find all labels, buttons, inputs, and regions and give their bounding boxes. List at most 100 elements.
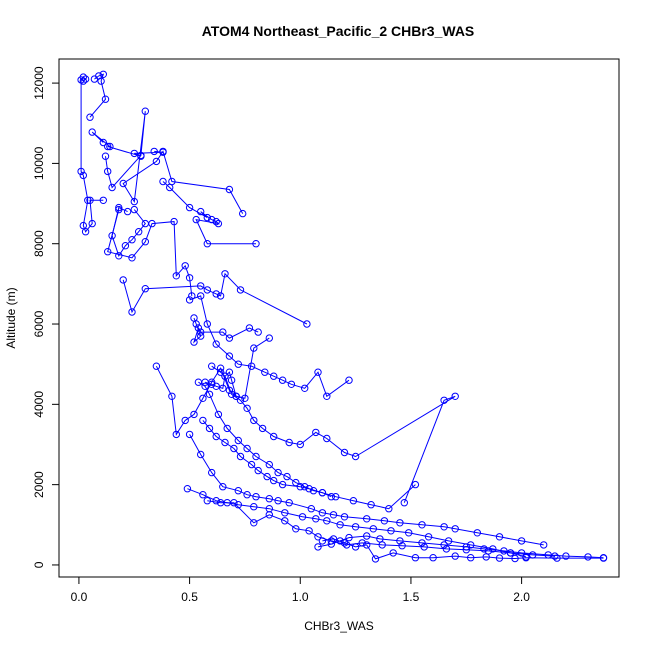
- data-point: [185, 203, 194, 212]
- data-point: [599, 554, 608, 562]
- data-point: [265, 495, 273, 503]
- data-point: [219, 328, 227, 336]
- series-4: [101, 107, 247, 218]
- data-point: [418, 521, 426, 529]
- data-point: [77, 76, 85, 84]
- data-point: [183, 485, 192, 493]
- data-point: [239, 209, 247, 218]
- data-point: [197, 282, 205, 290]
- data-point: [265, 511, 273, 519]
- data-point: [119, 179, 127, 188]
- data-point: [130, 149, 139, 158]
- data-point: [451, 392, 459, 400]
- data-point: [278, 376, 287, 384]
- data-point: [88, 219, 96, 228]
- series-1: [77, 73, 108, 236]
- data-point: [305, 527, 313, 535]
- data-point: [208, 215, 216, 224]
- data-point: [318, 489, 327, 497]
- data-point: [250, 416, 258, 425]
- data-point: [108, 232, 116, 240]
- data-point: [252, 452, 260, 461]
- y-tick-label: 6000: [32, 310, 46, 337]
- data-point: [201, 382, 209, 390]
- data-point: [223, 424, 231, 433]
- data-point: [84, 196, 92, 205]
- data-point: [584, 553, 592, 561]
- data-point: [77, 167, 85, 176]
- data-point: [553, 554, 561, 562]
- y-axis-label: Altitude (m): [4, 287, 18, 348]
- y-tick-label: 10000: [32, 146, 46, 180]
- data-point: [203, 213, 212, 222]
- series-13: [208, 362, 459, 507]
- data-point: [106, 142, 114, 151]
- x-tick-label: 1.5: [403, 590, 420, 604]
- x-tick-label: 2.0: [513, 590, 530, 604]
- data-point: [216, 292, 225, 300]
- data-point: [522, 554, 530, 562]
- data-point: [349, 497, 358, 505]
- data-point: [212, 382, 220, 390]
- series-line: [91, 131, 164, 157]
- data-point: [540, 541, 548, 549]
- x-axis-label: CHBr3_WAS: [304, 619, 374, 633]
- data-point: [270, 372, 278, 380]
- data-point: [152, 157, 161, 166]
- data-point: [363, 515, 371, 523]
- data-point: [230, 444, 238, 453]
- data-point: [270, 432, 278, 441]
- data-point: [254, 466, 262, 475]
- data-point: [172, 430, 181, 439]
- data-point: [212, 497, 220, 505]
- data-point: [166, 183, 174, 192]
- data-point: [219, 483, 227, 491]
- data-point: [203, 286, 212, 294]
- series-2: [86, 70, 110, 121]
- data-point: [190, 338, 198, 346]
- data-point: [314, 543, 322, 551]
- data-point: [396, 519, 404, 527]
- data-point: [323, 517, 331, 525]
- data-point: [214, 410, 223, 419]
- x-axis: 0.0 0.5 1.0 1.5 2.0: [71, 576, 530, 604]
- data-point: [389, 549, 397, 557]
- data-point: [274, 468, 282, 477]
- data-point: [351, 452, 360, 461]
- data-point: [281, 517, 289, 525]
- data-point: [329, 535, 338, 543]
- data-point: [245, 324, 254, 332]
- data-point: [216, 364, 225, 372]
- data-point: [221, 372, 229, 380]
- data-point: [197, 450, 205, 459]
- data-point: [250, 519, 258, 527]
- data-point: [250, 344, 258, 352]
- data-point: [489, 545, 497, 553]
- data-point: [170, 217, 178, 226]
- series-12: [185, 292, 353, 400]
- data-point: [99, 70, 108, 79]
- data-point: [88, 128, 96, 136]
- data-point: [329, 511, 338, 519]
- data-point: [199, 491, 207, 499]
- data-point: [332, 493, 340, 501]
- data-point: [495, 533, 504, 541]
- data-point: [185, 430, 194, 439]
- data-point: [278, 480, 287, 489]
- data-point: [236, 286, 245, 294]
- data-point: [148, 219, 156, 228]
- series-7: [104, 205, 196, 300]
- series-line: [189, 434, 544, 546]
- data-point: [562, 552, 570, 560]
- data-point: [442, 545, 451, 553]
- data-point: [208, 362, 216, 370]
- data-point: [314, 533, 322, 541]
- data-point: [467, 541, 475, 549]
- data-point: [128, 254, 136, 262]
- data-point: [429, 554, 437, 562]
- data-point: [137, 151, 145, 160]
- data-point: [205, 424, 214, 433]
- data-point: [150, 147, 158, 156]
- data-point: [252, 493, 260, 501]
